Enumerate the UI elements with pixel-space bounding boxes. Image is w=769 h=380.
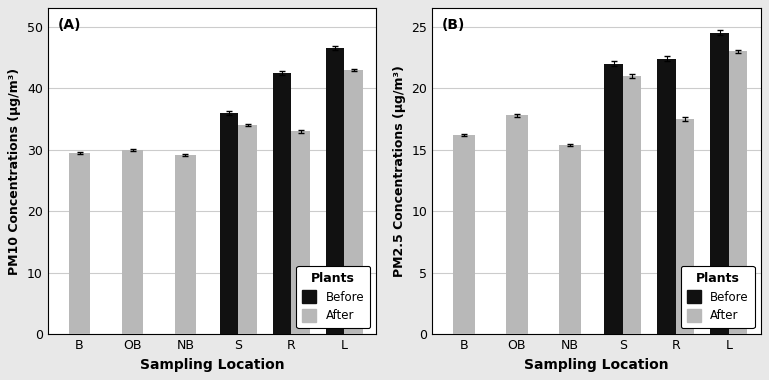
Bar [454, 135, 474, 334]
Bar [345, 70, 363, 334]
Bar [623, 76, 641, 334]
Bar [238, 125, 257, 334]
Bar [711, 33, 729, 334]
Bar [676, 119, 694, 334]
Text: (B): (B) [442, 18, 465, 32]
Legend: Before, After: Before, After [681, 266, 754, 328]
Bar [506, 116, 528, 334]
X-axis label: Sampling Location: Sampling Location [140, 358, 285, 372]
Bar [69, 153, 90, 334]
Bar [273, 73, 291, 334]
Y-axis label: PM2.5 Concentrations (μg/m³): PM2.5 Concentrations (μg/m³) [393, 65, 406, 277]
Y-axis label: PM10 Concentrations (μg/m³): PM10 Concentrations (μg/m³) [8, 68, 22, 275]
Bar [559, 145, 581, 334]
Bar [291, 131, 310, 334]
X-axis label: Sampling Location: Sampling Location [524, 358, 669, 372]
Bar [220, 113, 238, 334]
Bar [122, 150, 143, 334]
Bar [326, 48, 345, 334]
Text: (A): (A) [58, 18, 81, 32]
Bar [175, 155, 196, 334]
Bar [604, 64, 623, 334]
Bar [729, 51, 747, 334]
Legend: Before, After: Before, After [296, 266, 371, 328]
Bar [657, 59, 676, 334]
